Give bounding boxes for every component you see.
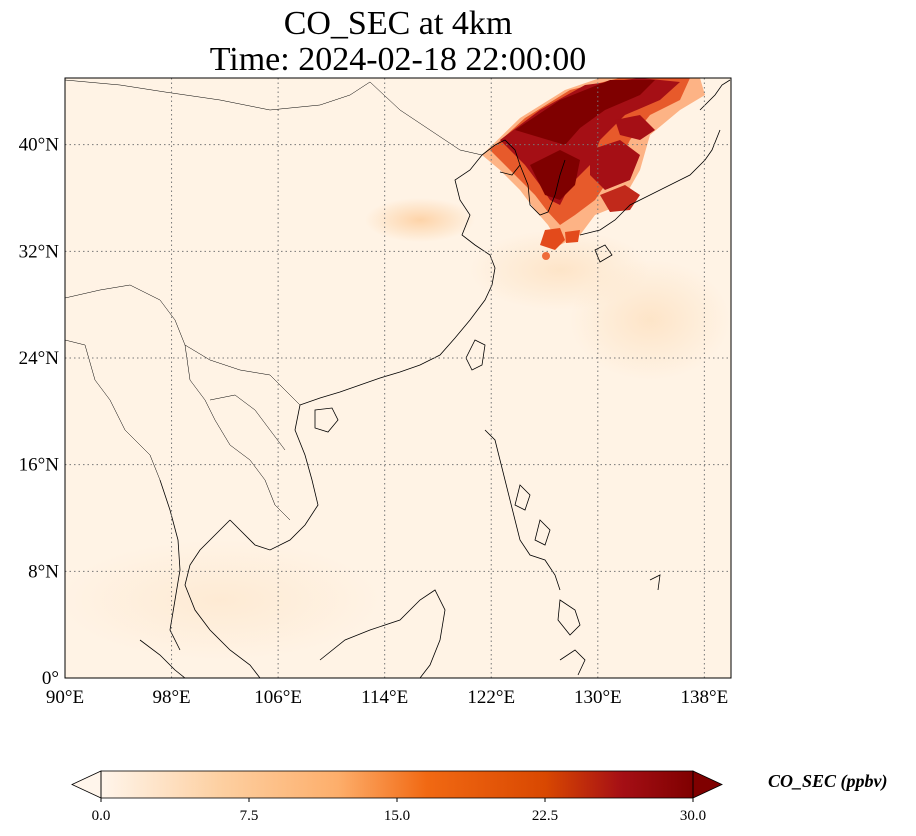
country-borders	[65, 79, 483, 521]
lon-tick-label: 90°E	[46, 687, 84, 708]
colorbar-label: CO_SEC (ppbv)	[768, 771, 888, 792]
lon-tick-label: 98°E	[152, 687, 190, 708]
lon-tick-label: 138°E	[681, 687, 729, 708]
high-concentration-band	[482, 78, 705, 260]
plume-yellow-sea-west	[365, 198, 475, 242]
concentration-field	[65, 78, 731, 678]
colorbar-max-extension	[692, 770, 723, 799]
lon-tick-label: 130°E	[574, 687, 622, 708]
plume-pacific	[570, 260, 730, 380]
colorbar-tick-label: 30.0	[680, 808, 706, 824]
lat-tick-label: 24°N	[19, 348, 60, 369]
colorbar-tick-label: 7.5	[240, 808, 259, 824]
map-frame	[64, 77, 732, 679]
colorbar-tick-label: 15.0	[384, 808, 410, 824]
lat-tick-label: 16°N	[19, 455, 60, 476]
lat-tick-label: 0°	[42, 668, 59, 689]
lat-tick-label: 8°N	[28, 561, 59, 582]
colorbar-tick-label: 22.5	[532, 808, 558, 824]
longitude-tick-labels: 90°E 98°E 106°E 114°E 122°E 130°E 138°E	[46, 687, 728, 708]
colorbar: 0.0 7.5 15.0 22.5 30.0 CO_SEC (ppbv)	[71, 770, 888, 824]
lon-tick-label: 114°E	[361, 687, 408, 708]
lon-tick-label: 122°E	[467, 687, 515, 708]
gridlines	[65, 78, 731, 678]
colorbar-body	[101, 771, 693, 798]
map-time-subtitle: Time: 2024-02-18 22:00:00	[209, 41, 587, 78]
colorbar-tick-label: 0.0	[92, 808, 111, 824]
colorbar-min-extension	[71, 770, 102, 799]
lat-tick-label: 32°N	[19, 241, 60, 262]
lon-tick-label: 106°E	[254, 687, 302, 708]
map-title: CO_SEC at 4km	[283, 5, 513, 42]
latitude-tick-labels: 0° 8°N 16°N 24°N 32°N 40°N	[19, 135, 60, 689]
colorbar-ticks: 0.0 7.5 15.0 22.5 30.0	[92, 798, 706, 824]
lat-tick-label: 40°N	[19, 135, 60, 156]
coastlines	[139, 79, 731, 678]
plume-south	[65, 540, 380, 660]
